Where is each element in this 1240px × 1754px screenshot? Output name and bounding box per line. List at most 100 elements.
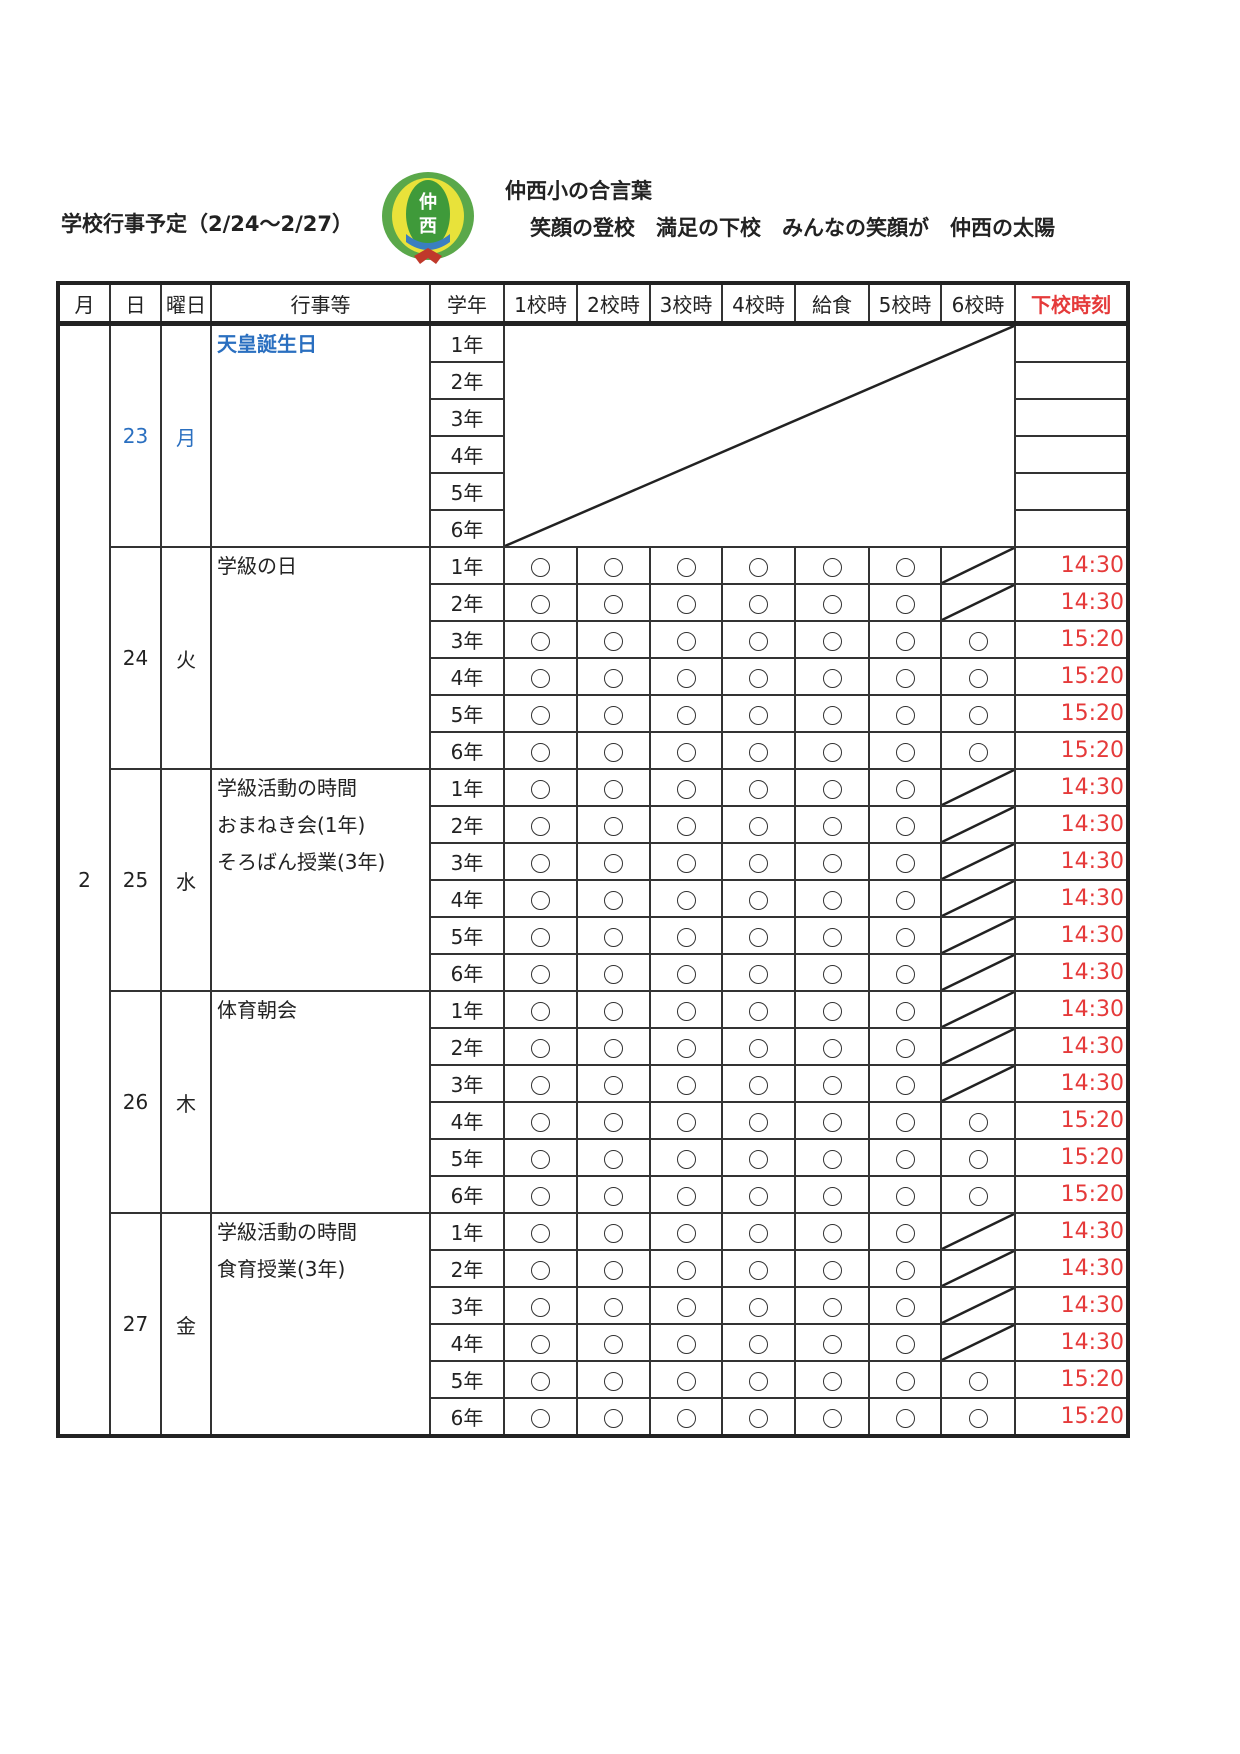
events-cell: 天皇誕生日: [210, 322, 431, 548]
period-cell: [576, 1286, 651, 1325]
circle-mark: [895, 816, 915, 836]
table-row: 2年 14:30: [58, 1027, 1129, 1066]
table-row: 3年 14:30: [58, 842, 1129, 881]
circle-mark: [676, 668, 696, 688]
circle-mark: [822, 1038, 842, 1058]
school-emblem-logo: 仲 西: [378, 172, 478, 270]
dismissal-time-cell: 14:30: [1014, 1286, 1129, 1325]
circle-mark: [531, 742, 550, 762]
dismissal-time-cell: 15:20: [1014, 620, 1129, 659]
circle-mark: [749, 927, 768, 947]
dismissal-time-cell: 14:30: [1014, 805, 1129, 844]
circle-mark: [822, 1334, 842, 1354]
period-cell: [503, 1397, 578, 1437]
table-row: 5年: [58, 472, 1129, 511]
period-cell: [503, 657, 578, 696]
period-cell: [503, 953, 578, 992]
table-row: 6年 14:30: [58, 953, 1129, 992]
weekday-cell: 水: [160, 768, 212, 992]
circle-mark: [749, 742, 768, 762]
table-row: 27 金学級活動の時間 食育授業(3年) 1年 14:30: [58, 1212, 1129, 1437]
period-cell: [576, 953, 651, 992]
period-6-cell: [940, 768, 1016, 807]
circle-mark: [895, 1001, 915, 1021]
circle-mark: [895, 631, 915, 651]
dismissal-time-cell: [1014, 361, 1129, 400]
period-cell: [576, 1101, 651, 1140]
dismissal-time-cell: 15:20: [1014, 1101, 1129, 1140]
schedule-table: 月日曜日 行事等 学年 1校時 2校時 3校時 4校時 給食 5校時 6校時 下校時刻 2 23 月天皇…: [56, 281, 1130, 1438]
circle-mark: [822, 1075, 842, 1095]
circle-mark: [822, 1001, 842, 1021]
circle-mark: [531, 1001, 550, 1021]
dismissal-time-cell: 15:20: [1014, 694, 1129, 733]
period-6-cell: [940, 694, 1016, 733]
grade-cell: 6年: [429, 509, 505, 548]
circle-mark: [531, 705, 550, 725]
circle-mark: [676, 1260, 696, 1280]
grade-cell: 3年: [429, 842, 505, 881]
period-cell: [794, 1027, 870, 1066]
period-cell: [576, 1212, 651, 1251]
slash-mark: [942, 1288, 1014, 1323]
circle-mark: [895, 742, 915, 762]
day-cell: 24: [109, 546, 162, 770]
circle-mark: [822, 853, 842, 873]
svg-text:仲: 仲: [419, 191, 437, 213]
circle-mark: [822, 927, 842, 947]
period-cell: [721, 1212, 796, 1251]
period-cell: [576, 1397, 651, 1437]
grade-cell: 3年: [429, 1064, 505, 1103]
circle-mark: [531, 668, 550, 688]
period-cell: [794, 731, 870, 770]
period-cell: [503, 1212, 578, 1251]
period-cell: [794, 1101, 870, 1140]
period-cell: [649, 694, 723, 733]
period-cell: [503, 1064, 578, 1103]
weekday-cell: 月: [160, 322, 212, 548]
period-6-cell: [940, 1360, 1016, 1399]
period-cell: [503, 1249, 578, 1288]
period-6-cell: [940, 1212, 1016, 1251]
grade-cell: 1年: [429, 990, 505, 1029]
day-cell: 25: [109, 768, 162, 992]
period-6-cell: [940, 990, 1016, 1029]
circle-mark: [749, 853, 768, 873]
period-cell: [503, 1101, 578, 1140]
period-cell: [868, 768, 942, 807]
period-cell: [721, 1064, 796, 1103]
period-cell: [576, 694, 651, 733]
holiday-diagonal-line: [505, 326, 1014, 546]
period-cell: [721, 953, 796, 992]
circle-mark: [676, 1001, 696, 1021]
table-row: 2年 14:30: [58, 583, 1129, 622]
circle-mark: [676, 1038, 696, 1058]
dismissal-time-cell: 15:20: [1014, 1138, 1129, 1177]
period-cell: [868, 805, 942, 844]
period-cell: [721, 1249, 796, 1288]
circle-mark: [895, 1186, 915, 1206]
circle-mark: [676, 816, 696, 836]
dismissal-time-cell: 14:30: [1014, 1323, 1129, 1362]
circle-mark: [822, 705, 842, 725]
circle-mark: [676, 594, 696, 614]
circle-mark: [749, 890, 768, 910]
circle-mark: [968, 742, 988, 762]
circle-mark: [531, 1149, 550, 1169]
slash-mark: [942, 770, 1014, 805]
circle-mark: [604, 1149, 623, 1169]
weekday-cell: 木: [160, 990, 212, 1214]
holiday-no-class-cell: [503, 322, 1016, 548]
period-6-cell: [940, 731, 1016, 770]
circle-mark: [895, 1038, 915, 1058]
circle-mark: [895, 890, 915, 910]
circle-mark: [895, 1260, 915, 1280]
circle-mark: [604, 594, 623, 614]
period-cell: [649, 1286, 723, 1325]
period-cell: [868, 1175, 942, 1214]
period-6-cell: [940, 1138, 1016, 1177]
circle-mark: [749, 557, 768, 577]
period-6-cell: [940, 1064, 1016, 1103]
period-cell: [868, 879, 942, 918]
slash-mark: [942, 1029, 1014, 1064]
